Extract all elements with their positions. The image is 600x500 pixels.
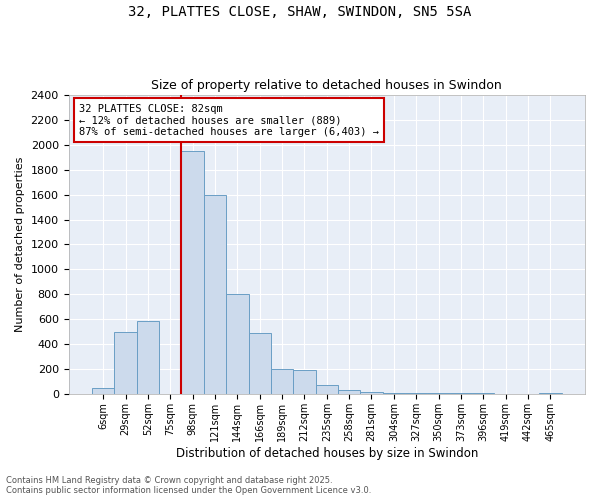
Bar [427,393,450,394]
X-axis label: Distribution of detached houses by size in Swindon: Distribution of detached houses by size … [176,447,478,460]
Bar [383,392,405,394]
Text: Contains HM Land Registry data © Crown copyright and database right 2025.
Contai: Contains HM Land Registry data © Crown c… [6,476,371,495]
Bar [137,320,159,394]
Bar [539,392,562,394]
Bar [115,332,137,394]
Bar [316,385,338,394]
Bar [226,294,248,394]
Title: Size of property relative to detached houses in Swindon: Size of property relative to detached ho… [151,79,502,92]
Bar [248,333,271,394]
Bar [405,393,427,394]
Text: 32 PLATTES CLOSE: 82sqm
← 12% of detached houses are smaller (889)
87% of semi-d: 32 PLATTES CLOSE: 82sqm ← 12% of detache… [79,104,379,137]
Bar [293,370,316,394]
Bar [92,388,115,394]
Text: 32, PLATTES CLOSE, SHAW, SWINDON, SN5 5SA: 32, PLATTES CLOSE, SHAW, SWINDON, SN5 5S… [128,5,472,19]
Bar [271,370,293,394]
Y-axis label: Number of detached properties: Number of detached properties [15,157,25,332]
Bar [181,151,204,394]
Bar [361,392,383,394]
Bar [338,390,361,394]
Bar [204,194,226,394]
